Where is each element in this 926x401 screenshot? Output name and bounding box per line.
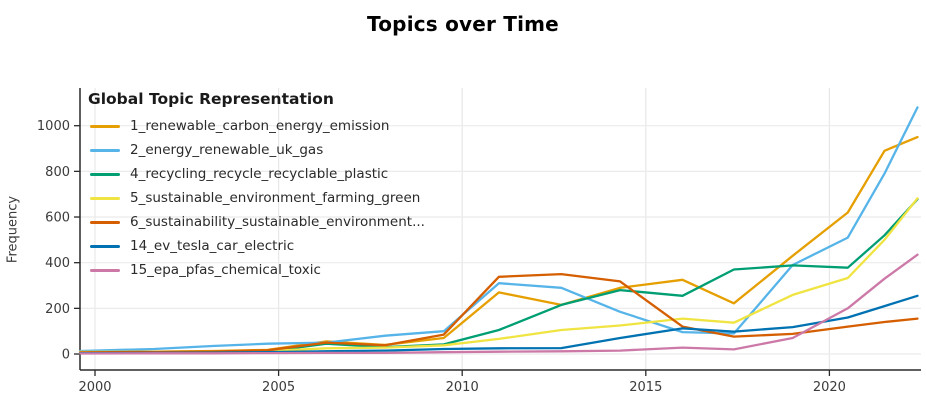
legend-item-label: 6_sustainability_sustainable_environment… — [130, 214, 425, 230]
legend-item-label: 5_sustainable_environment_farming_green — [130, 190, 421, 206]
legend-item-swatch — [90, 124, 120, 128]
series-line-14_ev_tesla_car_electric — [79, 294, 919, 355]
series-line-2_energy_renewable_uk_gas — [79, 106, 919, 353]
legend-item-swatch — [90, 148, 120, 152]
x-tick-label: 2020 — [813, 380, 846, 395]
legend-item-swatch — [90, 220, 120, 224]
legend-title: Global Topic Representation — [88, 90, 334, 108]
series-line-6_sustainability_sustainable_environment... — [79, 272, 919, 354]
legend-item-swatch — [90, 244, 120, 248]
series-line-15_epa_pfas_chemical_toxic — [79, 253, 919, 355]
x-tick-label: 2000 — [78, 380, 111, 395]
x-tick-label: 2015 — [629, 380, 662, 395]
y-tick-label: 0 — [62, 348, 70, 363]
legend-item[interactable]: 15_epa_pfas_chemical_toxic — [86, 258, 425, 282]
legend-item-label: 15_epa_pfas_chemical_toxic — [130, 262, 321, 278]
legend-item-swatch — [90, 172, 120, 176]
legend-item-label: 14_ev_tesla_car_electric — [130, 238, 295, 254]
legend-item[interactable]: 6_sustainability_sustainable_environment… — [86, 210, 425, 234]
x-tick-label: 2010 — [446, 380, 479, 395]
legend-item[interactable]: 1_renewable_carbon_energy_emission — [86, 114, 425, 138]
legend-item[interactable]: 5_sustainable_environment_farming_green — [86, 186, 425, 210]
y-tick-label: 200 — [45, 302, 70, 317]
x-tick-label: 2005 — [262, 380, 295, 395]
y-tick-label: 800 — [45, 165, 70, 180]
legend-items: 1_renewable_carbon_energy_emission 2_ener… — [86, 114, 425, 282]
legend-item[interactable]: 14_ev_tesla_car_electric — [86, 234, 425, 258]
legend-item-label: 4_recycling_recycle_recyclable_plastic — [130, 166, 389, 182]
legend: Global Topic Representation 1_renewable_… — [86, 90, 425, 282]
y-tick-label: 1000 — [37, 119, 70, 134]
legend-item-swatch — [90, 268, 120, 272]
chart-title: Topics over Time — [367, 12, 559, 36]
legend-item[interactable]: 2_energy_renewable_uk_gas — [86, 138, 425, 162]
y-tick-label: 400 — [45, 256, 70, 271]
legend-item[interactable]: 4_recycling_recycle_recyclable_plastic — [86, 162, 425, 186]
y-tick-label: 600 — [45, 211, 70, 226]
legend-item-label: 1_renewable_carbon_energy_emission — [130, 118, 390, 134]
legend-item-label: 2_energy_renewable_uk_gas — [130, 142, 324, 158]
legend-item-swatch — [90, 196, 120, 200]
